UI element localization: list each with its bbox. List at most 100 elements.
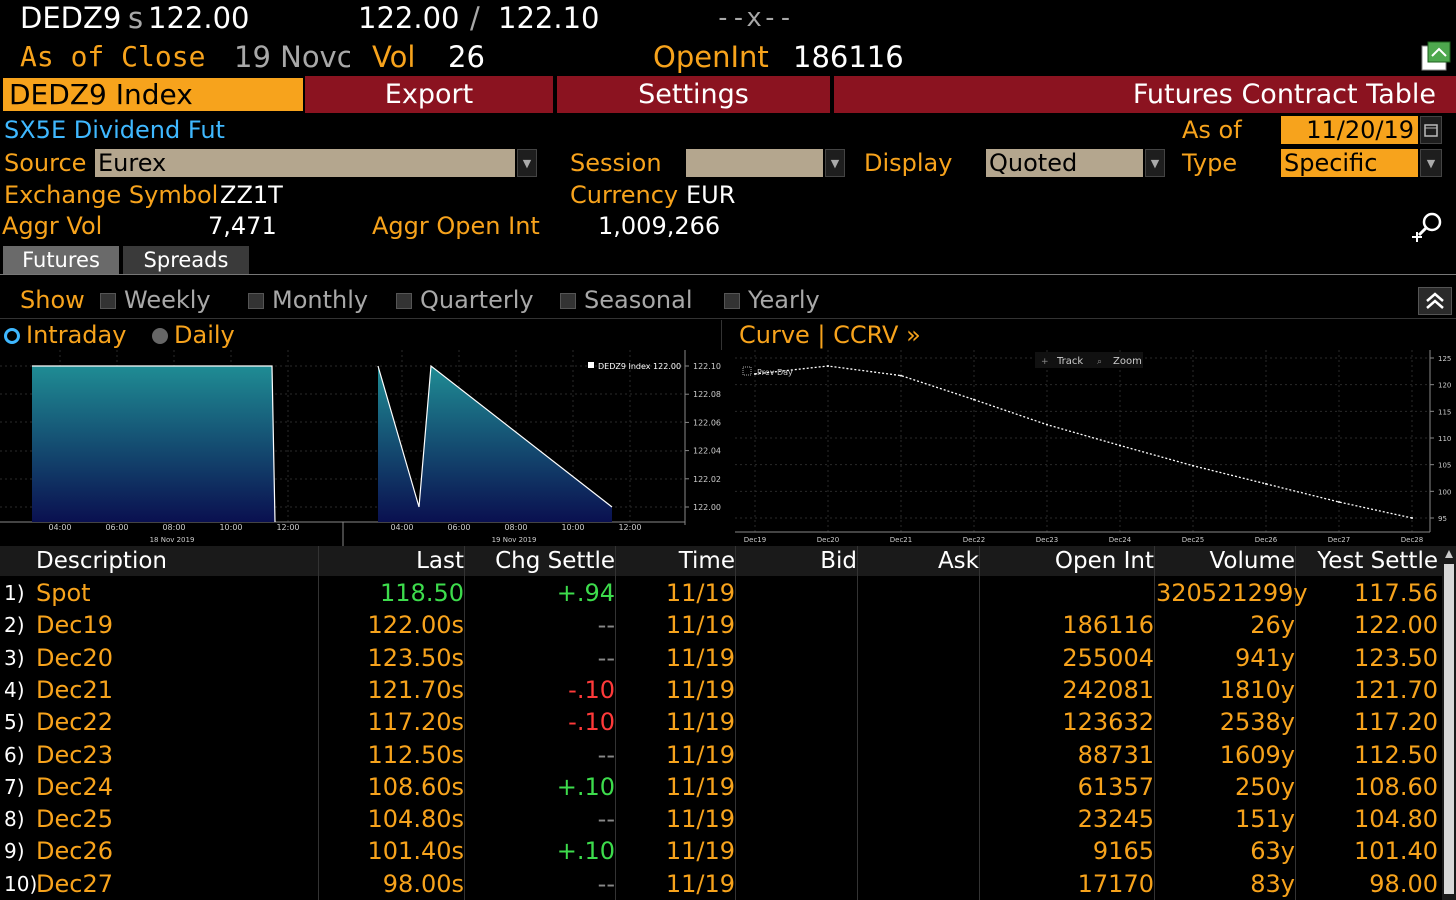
as-of-close-label: As of Close [20,39,205,75]
row-volume: 2538y [1156,706,1295,738]
table-row[interactable]: 10) Dec27 98.00s -- 11/19 17170 83y 98.00 [0,868,1442,900]
row-volume: 63y [1156,835,1295,867]
scroll-up-icon[interactable] [1445,550,1453,558]
row-volume: 250y [1156,771,1295,803]
show-label: Show [20,285,85,315]
row-number: 1) [4,577,34,609]
session-dropdown-arrow-icon[interactable]: ▼ [825,149,845,177]
collapse-chevron-icon[interactable] [1418,287,1452,315]
price-separator: / [470,0,480,36]
col-yest-settle[interactable]: Yest Settle [1297,546,1438,576]
row-open-int: 9165 [981,835,1154,867]
type-dropdown[interactable]: Specific [1281,149,1418,177]
show-monthly-checkbox[interactable]: Monthly [248,285,368,315]
row-description: Dec26 [36,835,316,867]
table-row[interactable]: 4) Dec21 121.70s -.10 11/19 242081 1810y 121.70 [0,674,1442,706]
tab-divider [0,274,1456,275]
row-last: 121.70s [320,674,464,706]
row-bid [737,739,857,771]
row-time: 11/19 [617,771,735,803]
col-open-int[interactable]: Open Int [981,546,1154,576]
col-time[interactable]: Time [617,546,735,576]
col-volume[interactable]: Volume [1156,546,1295,576]
settings-button[interactable]: Settings [557,76,830,113]
table-row[interactable]: 8) Dec25 104.80s -- 11/19 23245 151y 104.80 [0,803,1442,835]
row-chg-settle: +.10 [466,835,615,867]
row-description: Spot [36,577,316,609]
security-index-button[interactable]: DEDZ9 Index [3,78,303,111]
y-tick-label: 122.00 [693,503,721,512]
row-chg-settle: -- [466,642,615,674]
col-ask[interactable]: Ask [859,546,979,576]
table-row[interactable]: 9) Dec26 101.40s +.10 11/19 9165 63y 101.40 [0,835,1442,867]
table-row[interactable]: 3) Dec20 123.50s -- 11/19 255004 941y 123.50 [0,642,1442,674]
x-tick-label: 04:00 [390,523,413,532]
session-dropdown[interactable] [686,149,823,177]
source-label: Source [4,148,86,178]
calendar-icon[interactable] [1420,116,1442,144]
openint-label: OpenInt [653,39,769,75]
curve-point [973,399,975,401]
launchpad-icon[interactable] [1420,40,1452,72]
aggr-open-int-value: 1,009,266 [598,211,720,241]
x-tick-label: Dec24 [1109,536,1132,544]
intraday-chart[interactable]: DEDZ9 Index 122.00 122.10 122.08 122.06 122… [0,350,722,546]
curve-point [1119,444,1121,446]
col-description[interactable]: Description [36,546,167,576]
table-row[interactable]: 6) Dec23 112.50s -- 11/19 88731 1609y 112.50 [0,739,1442,771]
track-button[interactable]: Track [1056,356,1083,367]
table-row[interactable]: 1) Spot 118.50 +.94 11/19 320521299y 117.56 [0,577,1442,609]
row-volume: 941y [1156,642,1295,674]
as-of-date-field[interactable]: 11/20/19 [1281,116,1418,144]
show-weekly-checkbox[interactable]: Weekly [100,285,211,315]
aggr-vol-label: Aggr Vol [2,211,102,241]
y-tick-label: 100 [1438,488,1451,496]
track-plus-icon[interactable]: + [1041,357,1049,367]
scroll-thumb[interactable] [1444,564,1454,894]
row-description: Dec20 [36,642,316,674]
as-of-close-date: 19 Novc [234,39,350,75]
bid-ask-size: --x-- [715,0,793,36]
col-bid[interactable]: Bid [737,546,857,576]
col-chg-settle[interactable]: Chg Settle [466,546,615,576]
zoom-magnifier-icon[interactable]: ⌕ [1097,357,1102,367]
display-dropdown[interactable]: Quoted Value [986,149,1143,177]
show-seasonal-checkbox[interactable]: Seasonal [560,285,692,315]
show-quarterly-checkbox[interactable]: Quarterly [396,285,534,315]
source-dropdown[interactable]: Eurex [95,149,515,177]
table-row[interactable]: 5) Dec22 117.20s -.10 11/19 123632 2538y 117.20 [0,706,1442,738]
row-number: 7) [4,771,34,803]
exchange-symbol-value: ZZ1T [220,180,283,210]
col-last[interactable]: Last [320,546,464,576]
row-bid [737,835,857,867]
zoom-button[interactable]: Zoom [1113,356,1142,367]
display-dropdown-arrow-icon[interactable]: ▼ [1145,149,1165,177]
row-number: 4) [4,674,34,706]
row-yest-settle: 123.50 [1297,642,1438,674]
row-chg-settle: +.10 [466,771,615,803]
row-time: 11/19 [617,803,735,835]
aggr-vol-value: 7,471 [208,211,277,241]
show-yearly-label: Yearly [748,286,820,314]
x-tick-label: 06:00 [447,523,470,532]
table-row[interactable]: 2) Dec19 122.00s -- 11/19 186116 26y 122.00 [0,609,1442,641]
source-dropdown-arrow-icon[interactable]: ▼ [517,149,537,177]
zoom-search-icon[interactable] [1410,210,1446,242]
row-last: 112.50s [320,739,464,771]
tab-futures[interactable]: Futures [3,246,119,274]
export-button[interactable]: Export [305,76,553,113]
x-tick-label: 04:00 [48,523,71,532]
x-tick-label: 06:00 [105,523,128,532]
x-tick-label: Dec20 [817,536,839,544]
tab-spreads[interactable]: Spreads [123,246,249,274]
curve-chart[interactable]: + Track ⌕ Zoom Prev Day 125 120 115 110 105 1… [735,350,1456,546]
table-row[interactable]: 7) Dec24 108.60s +.10 11/19 61357 250y 108.60 [0,771,1442,803]
checkbox-icon [100,293,116,309]
type-dropdown-arrow-icon[interactable]: ▼ [1420,149,1442,177]
legend-swatch [588,362,594,368]
curve-point [1411,517,1413,519]
table-scrollbar[interactable] [1442,546,1456,900]
show-yearly-checkbox[interactable]: Yearly [724,285,820,315]
curve-title[interactable]: Curve | CCRV » [739,320,921,350]
checkbox-icon [396,293,412,309]
